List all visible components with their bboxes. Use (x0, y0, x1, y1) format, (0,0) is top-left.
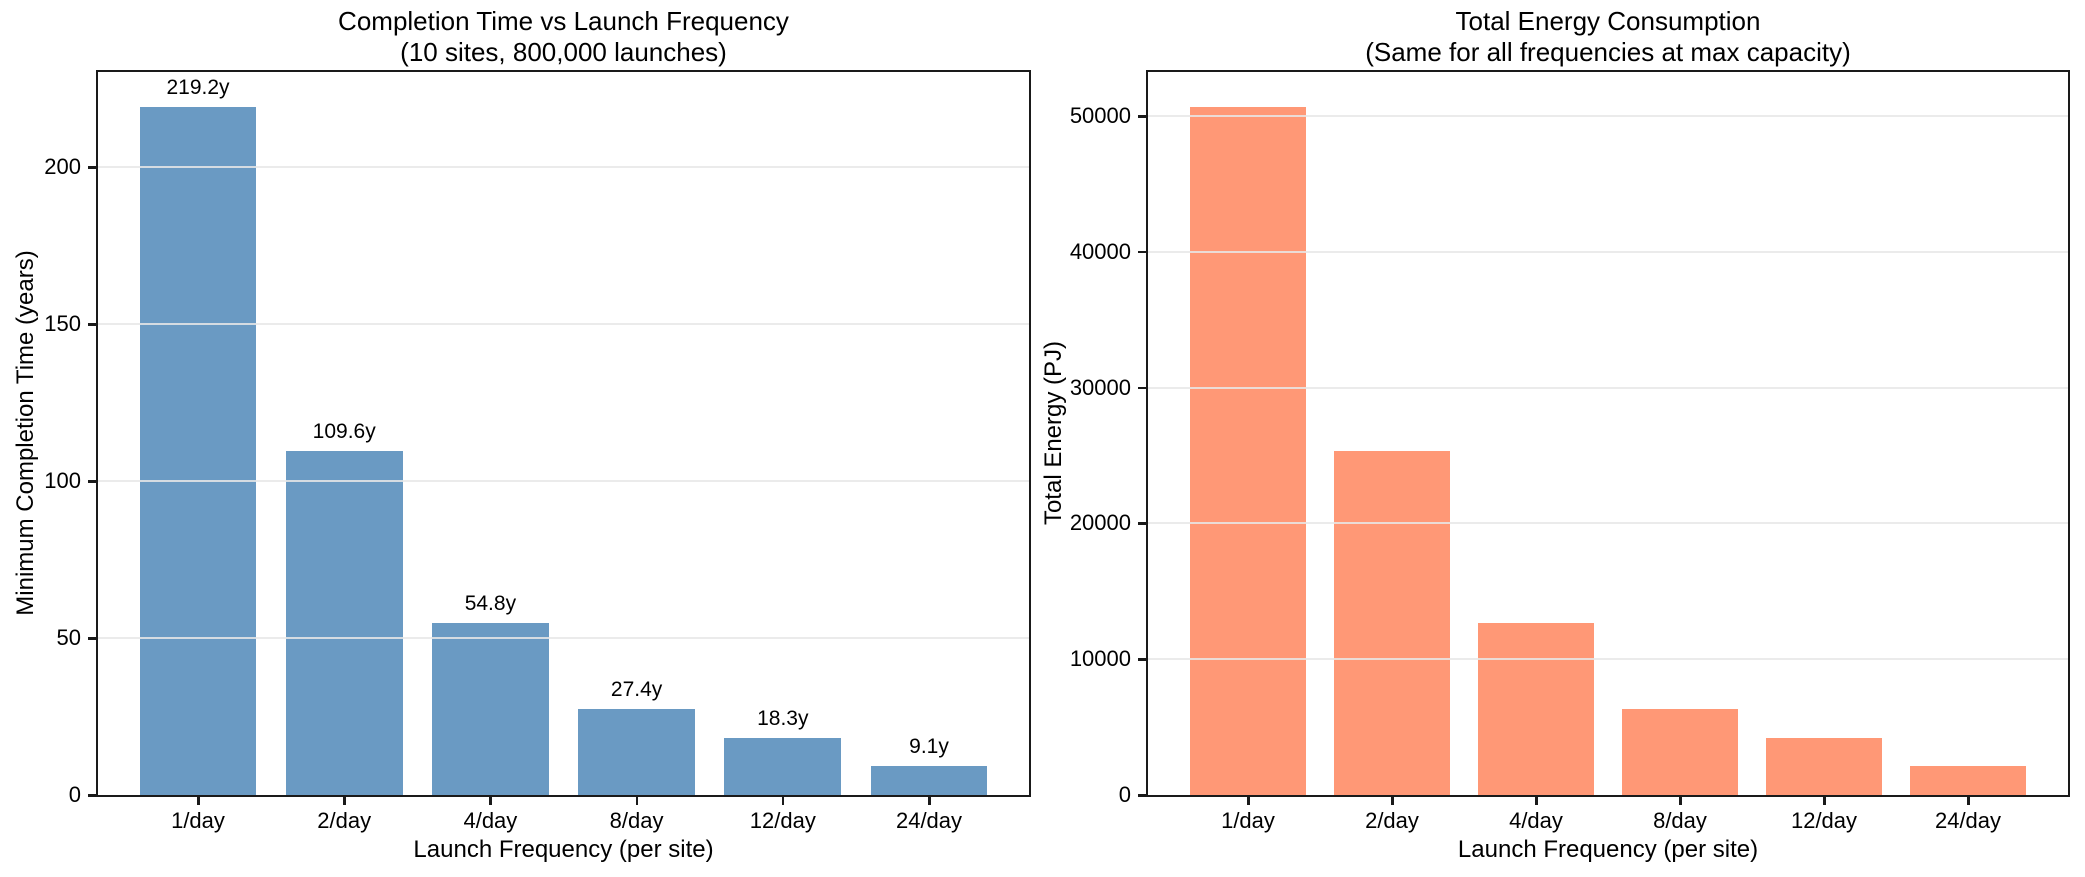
chart-subtitle: (10 sites, 800,000 launches) (400, 37, 727, 67)
bar (1622, 709, 1738, 795)
x-tick (1679, 797, 1682, 805)
x-tick (489, 797, 492, 805)
chart-title: Completion Time vs Launch Frequency (338, 6, 789, 36)
y-tick (88, 166, 96, 169)
bar (139, 107, 257, 795)
x-tick-label: 12/day (1790, 808, 1858, 833)
gridline (98, 166, 1029, 169)
y-tick (1138, 250, 1146, 254)
gridline (1148, 386, 2068, 389)
y-tick (88, 323, 96, 326)
bar-value-label: 219.2y (166, 76, 230, 100)
y-tick-label: 10000 (1069, 646, 1131, 672)
x-axis-label: Launch Frequency (per site) (413, 836, 714, 863)
x-tick-label: 4/day (1509, 808, 1563, 833)
bar (724, 737, 842, 795)
y-tick-label: 200 (44, 154, 81, 180)
bar (1190, 107, 1306, 795)
x-tick (1535, 797, 1538, 805)
bar (1334, 451, 1450, 795)
gridline (98, 323, 1029, 326)
y-tick (88, 794, 96, 797)
gridline (1148, 658, 2068, 661)
y-tick (1138, 658, 1146, 661)
gridline (98, 637, 1029, 640)
gridline (1148, 522, 2068, 525)
chart-total-energy: Total Energy Consumption (Same for all f… (1040, 0, 2085, 877)
y-tick-label: 40000 (1069, 238, 1131, 264)
y-tick-label: 150 (44, 311, 81, 337)
x-tick (1823, 797, 1826, 805)
y-tick-label: 0 (68, 782, 81, 807)
plot-area: 0 10000 20000 30000 40000 50000 1/day 2/day 4/da… (1070, 70, 2070, 833)
y-tick (1138, 522, 1146, 525)
plot-area: 219.2y 109.6y 54.8y 27.4y 18.3y 9.1y 0 50 100 150… (44, 70, 1031, 833)
y-tick-label: 0 (1118, 782, 1131, 807)
x-tick (1967, 797, 1970, 805)
bar-value-label: 54.8y (464, 592, 517, 616)
y-tick (88, 480, 96, 483)
bar (1478, 623, 1594, 795)
bar (285, 451, 403, 795)
x-tick-label: 8/day (609, 808, 664, 833)
chart-title: Total Energy Consumption (1455, 6, 1761, 36)
x-axis-label: Launch Frequency (per site) (1457, 836, 1759, 863)
x-tick-label: 24/day (895, 808, 963, 833)
x-tick (1391, 797, 1394, 805)
y-tick-label: 30000 (1069, 374, 1131, 400)
y-axis-label: Total Energy (PJ) (1040, 340, 1067, 526)
x-tick (1247, 797, 1250, 805)
x-tick-label: 1/day (1221, 808, 1275, 833)
bar-value-label: 9.1y (909, 735, 949, 759)
y-tick-label: 20000 (1069, 510, 1131, 536)
y-axis-label: Minimum Completion Time (years) (12, 250, 39, 616)
gridline (98, 480, 1029, 483)
y-tick (1138, 115, 1146, 118)
x-tick-label: 2/day (317, 808, 372, 833)
chart-title-block: Total Energy Consumption (Same for all f… (1146, 6, 2070, 68)
bar (1910, 766, 2026, 795)
bar (1766, 737, 1882, 795)
bar-value-label: 109.6y (312, 420, 376, 444)
y-tick (1138, 794, 1146, 797)
bar (578, 709, 696, 795)
x-tick-label: 24/day (1934, 808, 2002, 833)
gridline (1148, 250, 2068, 253)
x-tick-label: 12/day (749, 808, 816, 833)
x-tick-label: 1/day (171, 808, 225, 833)
x-tick-label: 2/day (1365, 808, 1419, 833)
y-tick-label: 100 (44, 468, 81, 494)
y-tick (1138, 386, 1146, 390)
bar (431, 623, 549, 795)
x-tick (343, 797, 346, 805)
x-tick (928, 797, 931, 805)
y-tick (88, 637, 96, 640)
chart-completion-time: Completion Time vs Launch Frequency (10 … (0, 0, 1042, 877)
x-tick (635, 797, 639, 805)
bar-value-label: 18.3y (757, 706, 809, 730)
x-tick-label: 8/day (1653, 808, 1707, 833)
chart-subtitle: (Same for all frequencies at max capacit… (1365, 37, 1851, 67)
gridline (1148, 115, 2068, 118)
bar (870, 766, 988, 795)
chart-title-block: Completion Time vs Launch Frequency (10 … (96, 6, 1031, 68)
x-tick-label: 4/day (463, 808, 518, 833)
y-tick-label: 50 (56, 625, 81, 651)
y-tick-label: 50000 (1069, 103, 1131, 129)
bar-value-label: 27.4y (610, 678, 663, 702)
x-tick (781, 797, 785, 805)
x-tick (197, 797, 200, 805)
